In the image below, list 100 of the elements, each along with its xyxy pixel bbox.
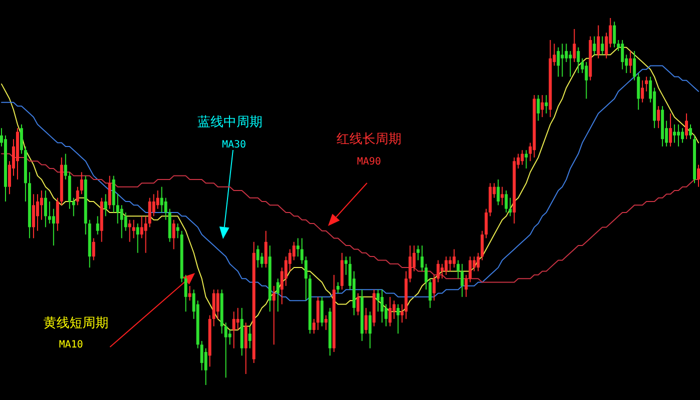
candlestick xyxy=(408,245,412,283)
candlestick xyxy=(272,285,276,346)
candlestick xyxy=(676,124,680,147)
candlestick xyxy=(436,260,440,283)
candlestick xyxy=(292,241,296,261)
candlestick xyxy=(520,150,524,166)
candlestick xyxy=(176,223,180,239)
candlestick xyxy=(20,124,24,154)
candlestick xyxy=(160,186,164,214)
candlestick xyxy=(164,197,168,220)
candlestick xyxy=(124,212,128,232)
candlestick xyxy=(672,124,676,144)
candlestick xyxy=(356,292,360,316)
annotation: MA30 xyxy=(222,140,246,150)
candlestick xyxy=(184,274,188,312)
candlestick xyxy=(396,304,400,334)
candlestick xyxy=(136,223,140,254)
candlestick xyxy=(568,50,572,78)
candlestick xyxy=(440,263,444,280)
candlestick xyxy=(688,124,692,140)
candlestick xyxy=(172,219,176,250)
candlestick xyxy=(364,307,368,334)
candlestick xyxy=(628,50,632,74)
candlestick xyxy=(368,311,372,349)
candlestick xyxy=(216,289,220,320)
candlestick xyxy=(32,194,36,239)
candlestick xyxy=(596,24,600,59)
candlestick xyxy=(64,153,68,180)
candlestick xyxy=(640,80,644,103)
candlestick xyxy=(44,190,48,228)
candlestick xyxy=(600,36,604,56)
candlestick xyxy=(264,230,268,268)
candlestick xyxy=(668,112,672,147)
annotation: 蓝线中周期 xyxy=(198,114,262,131)
candlestick xyxy=(448,256,452,272)
candlestick xyxy=(304,256,308,302)
candlestick xyxy=(632,50,636,81)
candlestick xyxy=(140,216,144,239)
candlestick xyxy=(40,190,44,220)
candlestick xyxy=(344,256,348,276)
candlestick xyxy=(284,256,288,286)
candlestick xyxy=(56,197,60,232)
candlestick xyxy=(400,304,404,324)
candlestick xyxy=(572,28,576,63)
annotation: 黄线短周期 xyxy=(44,315,108,332)
candlestick xyxy=(564,43,568,63)
candlestick xyxy=(388,296,392,327)
candlestick xyxy=(256,245,260,268)
candlestick xyxy=(464,274,468,298)
candlestick xyxy=(424,263,428,290)
candlestick xyxy=(644,76,648,92)
candlestick xyxy=(420,245,424,272)
candlestick xyxy=(92,238,96,261)
candlestick xyxy=(312,318,316,334)
candlestick xyxy=(524,150,528,169)
candlestick xyxy=(500,186,504,206)
candlestick xyxy=(468,256,472,283)
candlestick xyxy=(484,208,488,239)
candlestick xyxy=(244,322,248,374)
candlestick xyxy=(148,197,152,228)
candlestick xyxy=(72,197,76,217)
candlestick xyxy=(276,278,280,312)
candlestick xyxy=(132,219,136,239)
candlestick xyxy=(444,256,448,276)
candlestick xyxy=(456,260,460,280)
candlestick xyxy=(460,263,464,298)
candlestick xyxy=(684,112,688,140)
annotation: MA90 xyxy=(356,156,382,168)
candlestick xyxy=(108,175,112,210)
candlestick xyxy=(496,178,500,206)
candlestick xyxy=(620,40,624,70)
candlestick xyxy=(508,197,512,217)
annotation: 红线长周期 xyxy=(336,131,402,148)
candlestick xyxy=(116,194,120,224)
candlestick xyxy=(324,314,328,330)
candlestick xyxy=(428,278,432,308)
candlestick xyxy=(480,230,484,261)
candlestick xyxy=(576,46,580,74)
candlestick xyxy=(144,216,148,254)
candlestick xyxy=(204,348,208,386)
candlestick xyxy=(104,194,108,217)
candlestick xyxy=(432,274,436,302)
candlestick xyxy=(476,252,480,272)
candlestick xyxy=(584,62,588,100)
candlestick xyxy=(300,238,304,264)
candlestick xyxy=(156,190,160,210)
candlestick xyxy=(656,106,660,129)
candlestick xyxy=(296,238,300,258)
candlestick xyxy=(76,186,80,206)
candlestick xyxy=(592,36,596,56)
candlestick xyxy=(232,311,236,349)
candlestick xyxy=(200,340,204,371)
candlestick xyxy=(392,300,396,320)
candlestick xyxy=(680,128,684,144)
candlestick xyxy=(540,94,544,118)
candlestick xyxy=(336,282,340,294)
candlestick xyxy=(260,252,264,268)
candlestick xyxy=(248,326,252,349)
candlestick xyxy=(452,248,456,268)
candlestick xyxy=(380,289,384,324)
